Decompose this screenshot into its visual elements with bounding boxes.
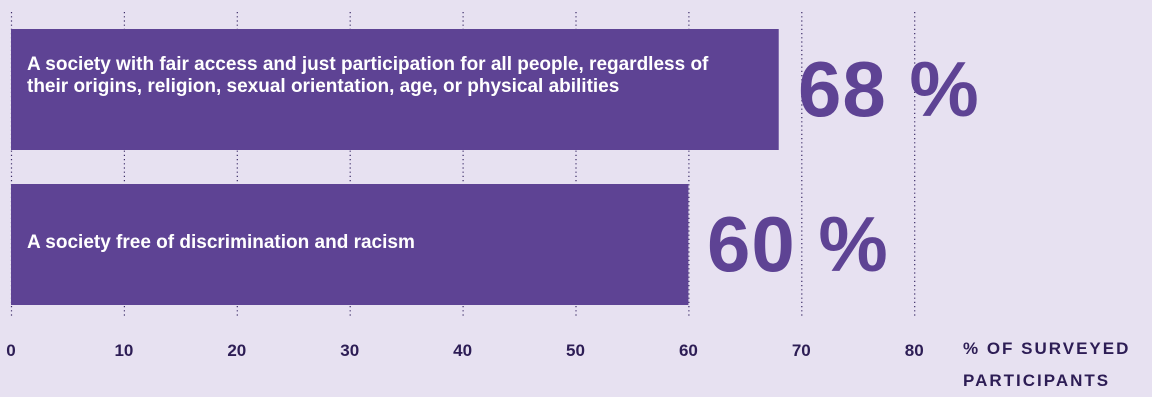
category-label-1: A society free of discrimination and rac… bbox=[27, 232, 415, 253]
value-label-1: 60 % bbox=[707, 200, 889, 288]
bar-0 bbox=[11, 29, 779, 150]
x-tick-label-70: 70 bbox=[792, 341, 811, 360]
x-tick-label-0: 0 bbox=[6, 341, 15, 360]
x-axis-label: % OF SURVEYED PARTICIPANTS bbox=[963, 339, 1131, 390]
x-tick-label-60: 60 bbox=[679, 341, 698, 360]
bar-1 bbox=[11, 184, 689, 305]
x-tick-label-30: 30 bbox=[340, 341, 359, 360]
x-tick-label-10: 10 bbox=[114, 341, 133, 360]
category-label-0: A society with fair access and just part… bbox=[27, 54, 709, 97]
value-label-0: 68 % bbox=[798, 45, 980, 133]
x-tick-label-20: 20 bbox=[227, 341, 246, 360]
x-tick-label-80: 80 bbox=[905, 341, 924, 360]
x-tick-label-40: 40 bbox=[453, 341, 472, 360]
x-tick-label-50: 50 bbox=[566, 341, 585, 360]
